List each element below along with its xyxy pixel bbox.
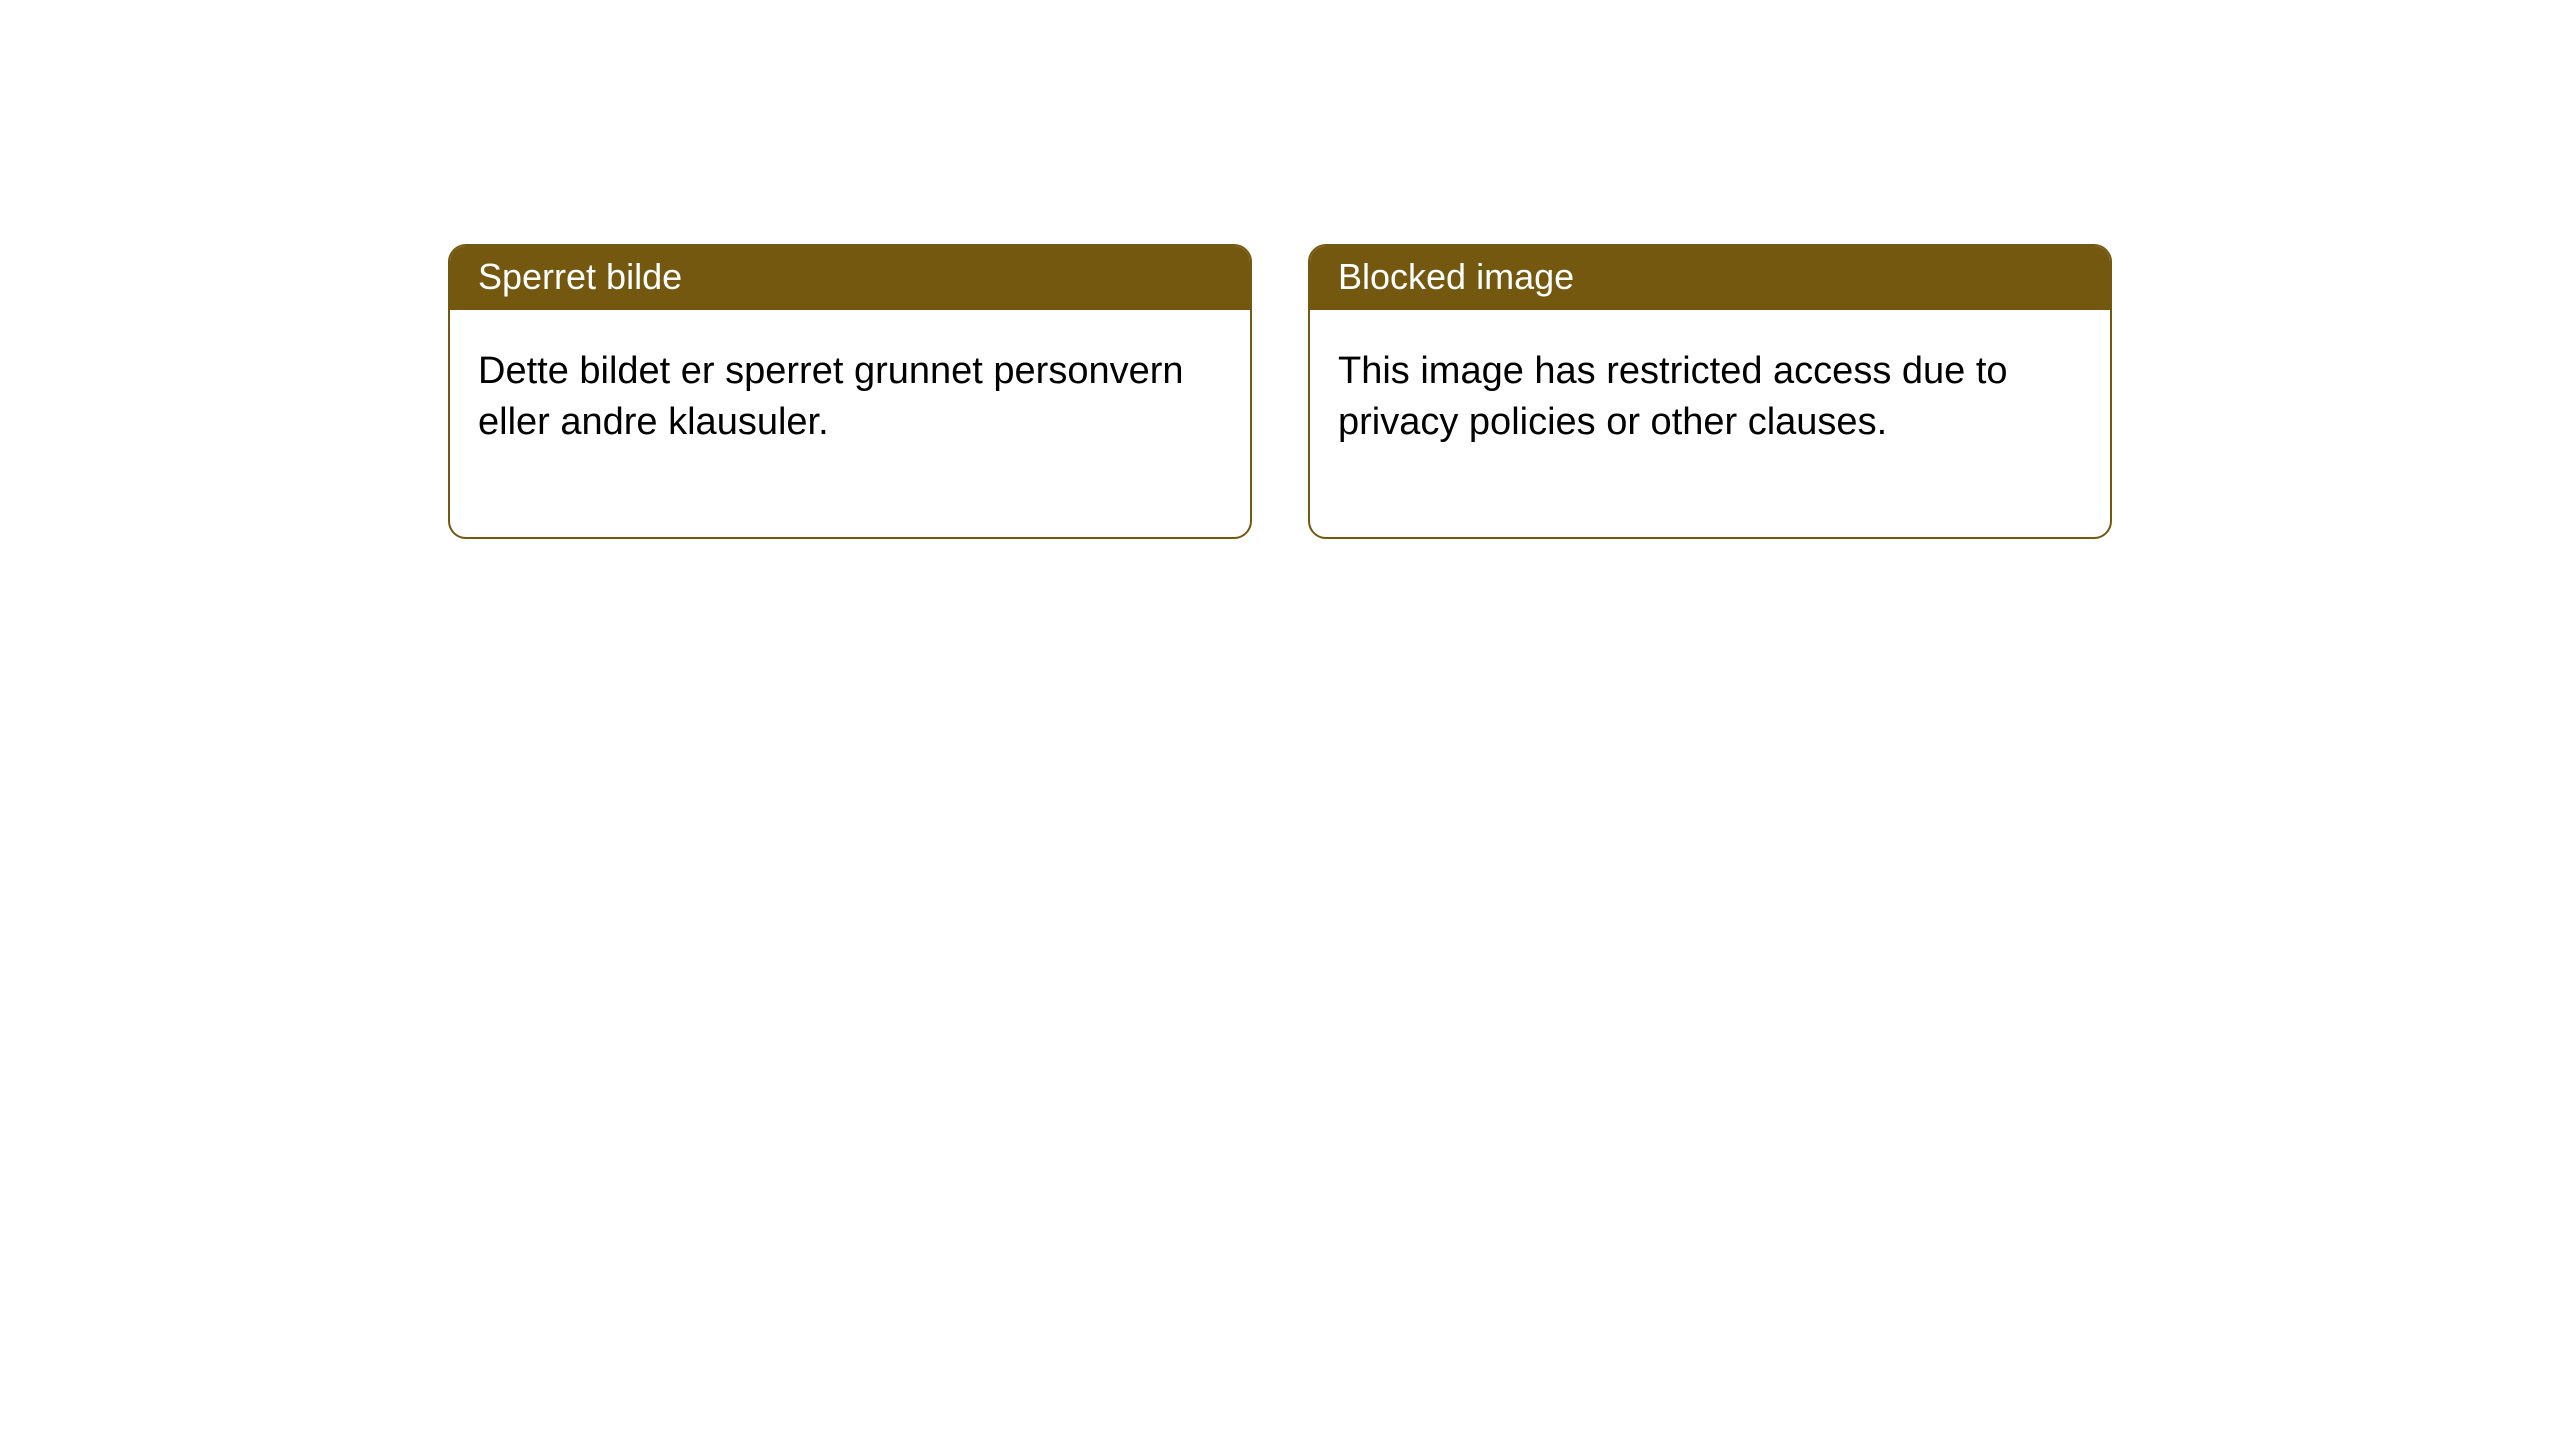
notice-body: Dette bildet er sperret grunnet personve… [450,310,1250,537]
notice-container: Sperret bilde Dette bildet er sperret gr… [0,0,2560,539]
notice-body: This image has restricted access due to … [1310,310,2110,537]
notice-card-norwegian: Sperret bilde Dette bildet er sperret gr… [448,244,1252,539]
notice-header: Sperret bilde [450,246,1250,310]
notice-header: Blocked image [1310,246,2110,310]
notice-card-english: Blocked image This image has restricted … [1308,244,2112,539]
